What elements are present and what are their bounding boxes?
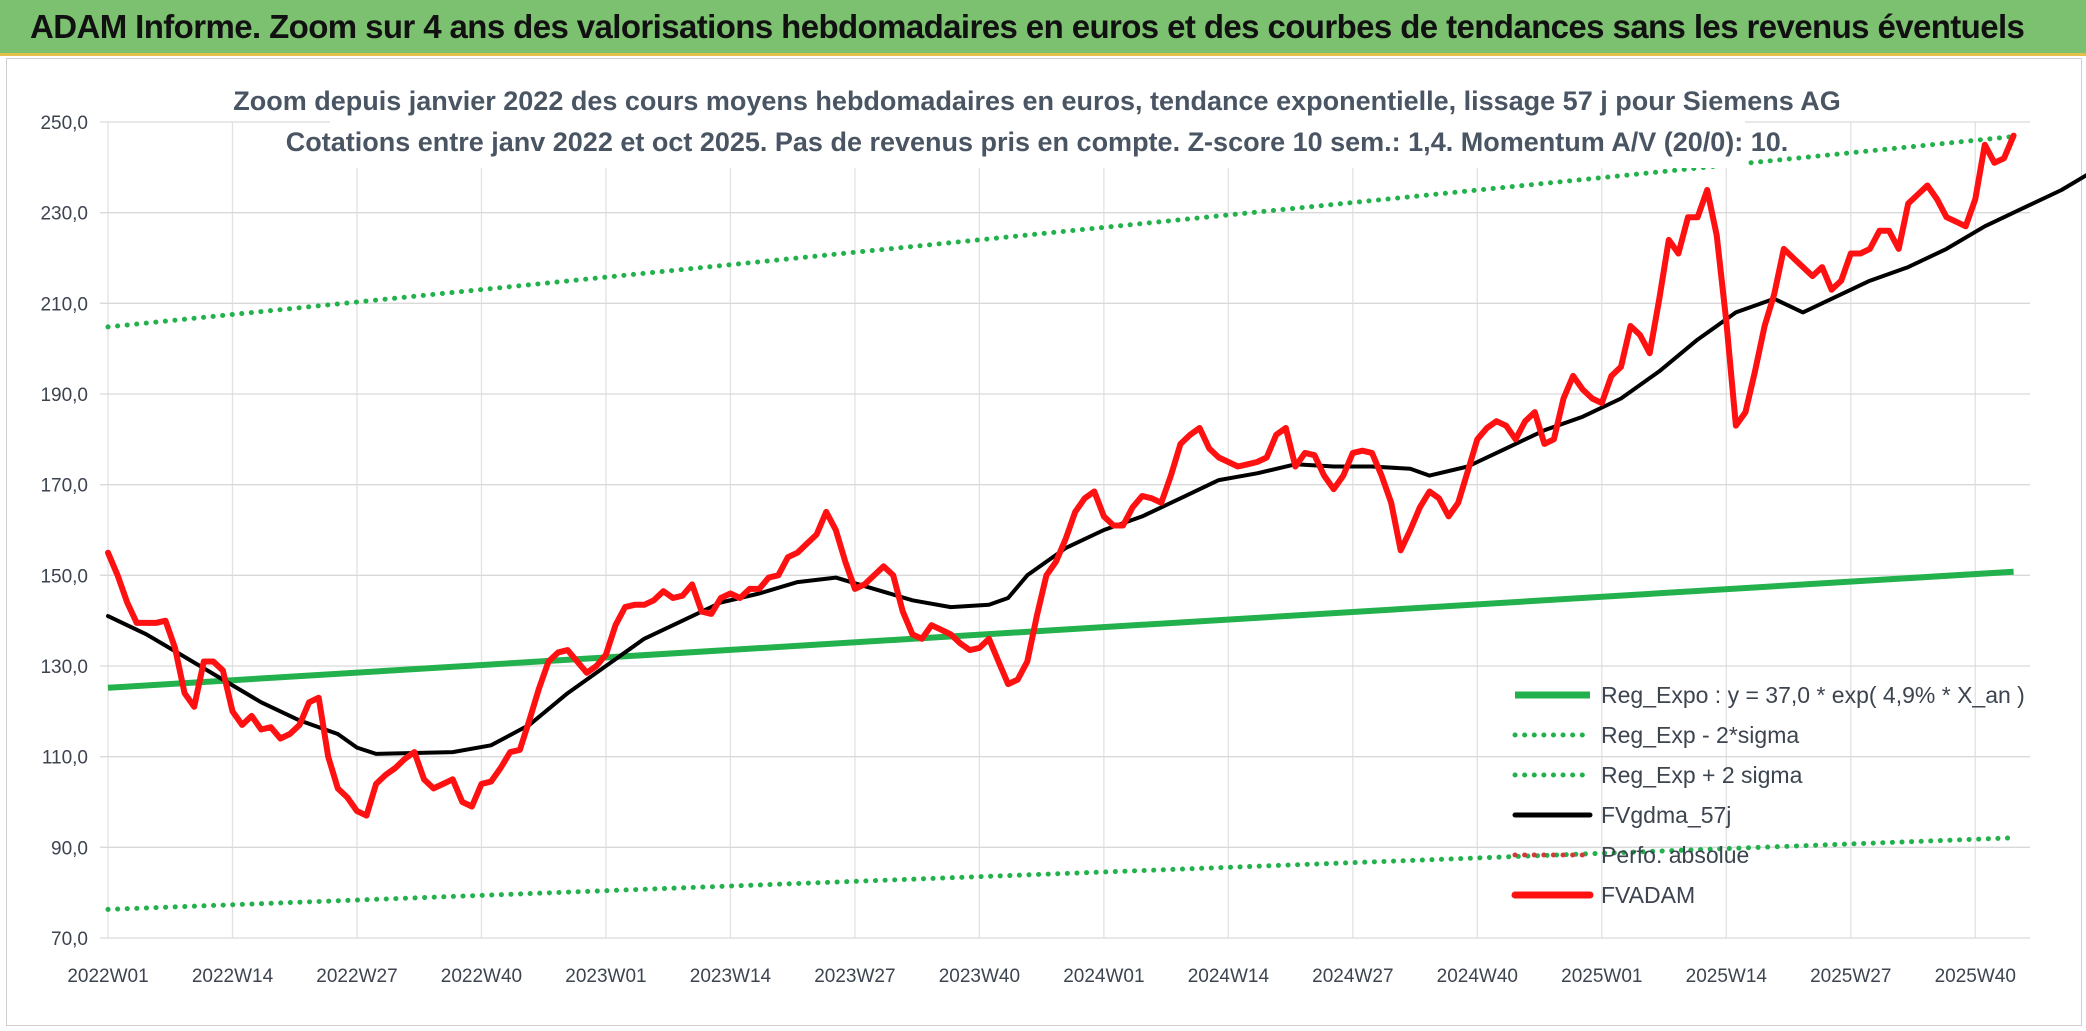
legend: Reg_Expo : y = 37,0 * exp( 4,9% * X_an )… (1511, 682, 2025, 908)
series-line-2 (105, 134, 2017, 330)
legend-label-2: Reg_Exp + 2 sigma (1601, 762, 1803, 788)
y-tick-label: 130,0 (40, 657, 88, 678)
y-tick-label: 150,0 (40, 566, 88, 587)
y-tick-label: 190,0 (40, 385, 88, 406)
horizontal-gridlines (100, 121, 2030, 939)
legend-label-4: Perfo. absolue (1601, 842, 1749, 868)
y-tick-label: 90,0 (51, 838, 88, 859)
x-tick-label: 2024W27 (1312, 966, 1393, 987)
y-tick-label: 250,0 (40, 113, 88, 134)
x-tick-label: 2023W40 (939, 966, 1020, 987)
x-tick-label: 2023W14 (690, 966, 772, 987)
y-axis-ticks: 70,0 90,0 110,0 130,0 150,0 170,0 190,0 210,0 23… (40, 113, 88, 950)
x-tick-label: 2024W01 (1063, 966, 1144, 987)
x-tick-label: 2022W27 (316, 966, 397, 987)
legend-label-1: Reg_Exp - 2*sigma (1601, 722, 1799, 748)
chart-frame (6, 58, 2082, 1026)
x-tick-label: 2022W14 (192, 966, 274, 987)
y-tick-label: 70,0 (51, 929, 88, 950)
legend-label-0: Reg_Expo : y = 37,0 * exp( 4,9% * X_an ) (1601, 682, 2025, 708)
x-tick-label: 2024W40 (1437, 966, 1518, 987)
x-tick-label: 2025W14 (1686, 966, 1768, 987)
title-backdrop (330, 82, 1745, 168)
legend-label-3: FVgdma_57j (1601, 802, 1731, 828)
banner-title: ADAM Informe. Zoom sur 4 ans des valoris… (30, 8, 2025, 45)
report-banner: ADAM Informe. Zoom sur 4 ans des valoris… (0, 0, 2086, 56)
x-tick-label: 2022W40 (441, 966, 522, 987)
series-line-3 (106, 173, 2086, 756)
series-line-0 (107, 568, 2014, 691)
y-tick-label: 110,0 (42, 748, 88, 769)
series-line-5 (105, 132, 2017, 819)
y-tick-label: 230,0 (40, 204, 88, 225)
x-tick-label: 2023W01 (565, 966, 646, 987)
series-line-1 (105, 835, 2017, 912)
series-layer (105, 132, 2086, 912)
x-tick-label: 2025W27 (1810, 966, 1891, 987)
chart-title-line-2: Cotations entre janv 2022 et oct 2025. P… (286, 127, 1789, 157)
x-axis-ticks: 2022W01 2022W14 2022W27 2022W40 2023W01 2023W… (67, 966, 2016, 987)
x-tick-label: 2025W40 (1935, 966, 2016, 987)
y-tick-label: 170,0 (40, 476, 88, 497)
y-tick-label: 210,0 (40, 294, 88, 315)
x-tick-label: 2023W27 (814, 966, 895, 987)
chart-title-line-1: Zoom depuis janvier 2022 des cours moyen… (233, 86, 1841, 116)
legend-label-5: FVADAM (1601, 882, 1695, 908)
x-tick-label: 2025W01 (1561, 966, 1642, 987)
x-tick-label: 2024W14 (1188, 966, 1270, 987)
x-tick-label: 2022W01 (67, 966, 148, 987)
